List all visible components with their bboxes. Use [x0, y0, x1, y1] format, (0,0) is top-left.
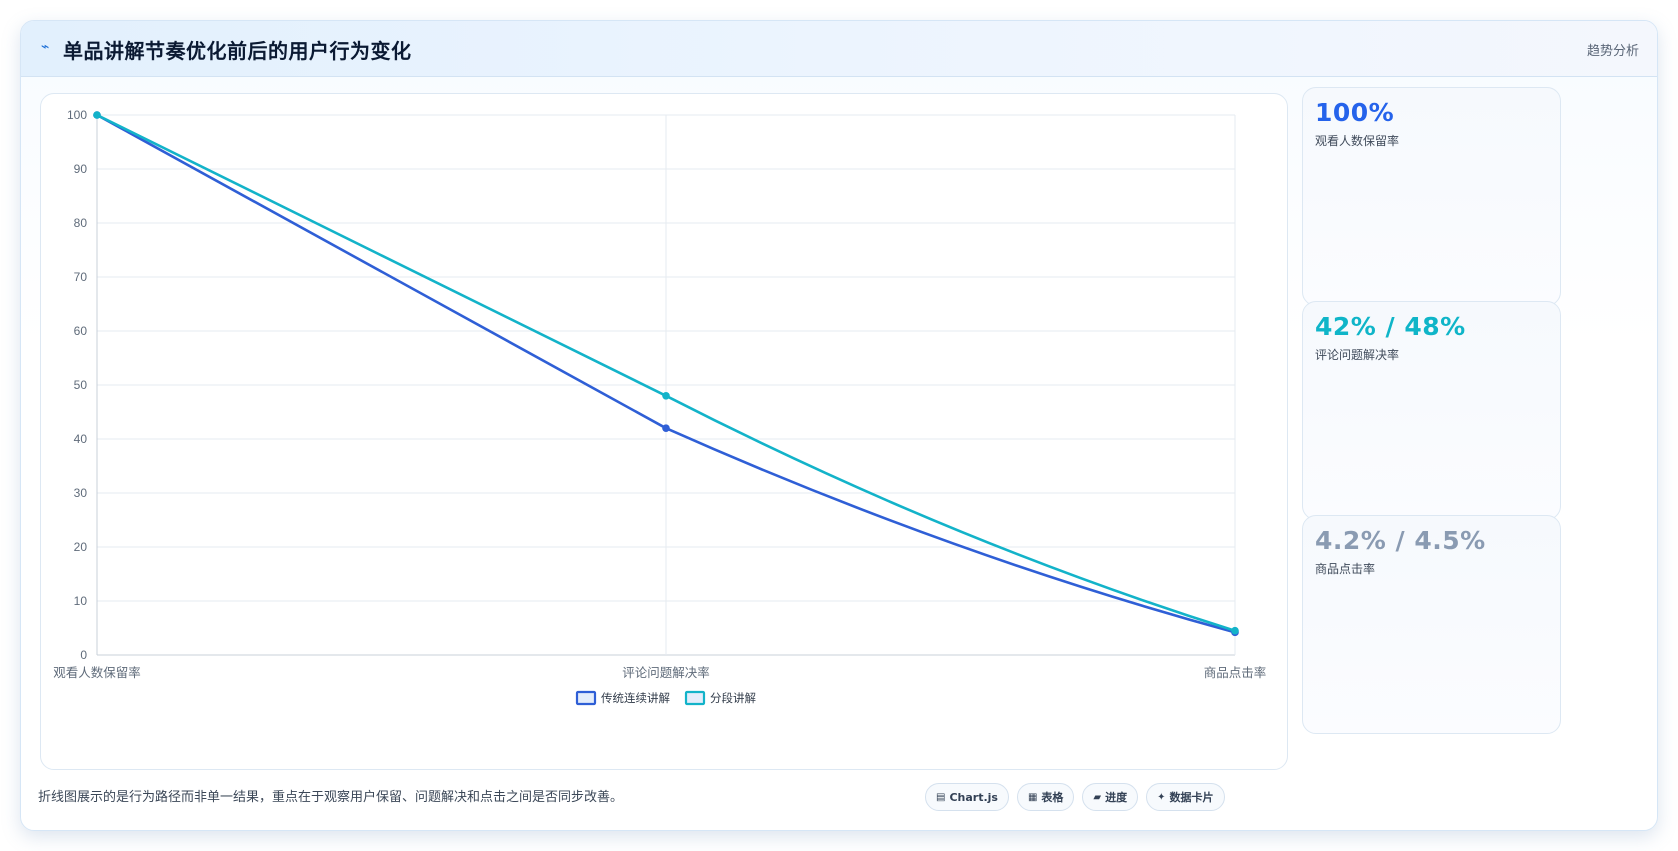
legend-label: 分段讲解 [710, 691, 756, 705]
pill-label: 进度 [1105, 791, 1128, 804]
y-tick-label: 20 [74, 540, 88, 554]
y-tick-label: 50 [74, 378, 88, 392]
pill-data-card[interactable]: ✦ 数据卡片 [1146, 783, 1225, 811]
trend-analysis-tag: 趋势分析 [1586, 44, 1639, 59]
legend-label: 传统连续讲解 [601, 691, 670, 705]
panel-header: ⌁ 单品讲解节奏优化前后的用户行为变化 趋势分析 [21, 21, 1657, 77]
x-tick-label: 评论问题解决率 [622, 665, 710, 680]
stat-value-click-rate: 4.2% / 4.5% [1315, 526, 1486, 555]
tag-pills: ▤ Chart.js ▦ 表格 ▰ 进度 ✦ 数据卡片 [925, 783, 1225, 811]
data-point [662, 424, 670, 433]
chart-panel: ⌁ 单品讲解节奏优化前后的用户行为变化 趋势分析 0 10 20 30 40 50 60 70… [20, 20, 1658, 831]
chart-icon: ▤ [936, 791, 946, 803]
pill-label: 表格 [1041, 791, 1064, 804]
y-tick-label: 60 [74, 324, 88, 338]
data-point [662, 392, 670, 400]
line-chart: 0 10 20 30 40 50 60 70 80 90 100 观看人数保留率 评论问题解决率 商品点击… [53, 108, 1267, 706]
pill-chartjs[interactable]: ▤ Chart.js [925, 783, 1009, 811]
y-tick-label: 80 [74, 216, 88, 230]
x-tick-label: 观看人数保留率 [53, 665, 141, 680]
data-point [93, 111, 101, 119]
y-tick-label: 40 [74, 432, 88, 446]
pill-table[interactable]: ▦ 表格 [1016, 783, 1075, 811]
legend-swatch [684, 690, 706, 706]
panel-title: 单品讲解节奏优化前后的用户行为变化 [63, 39, 412, 63]
pulse-icon: ⌁ [41, 39, 50, 55]
y-tick-label: 10 [74, 594, 88, 608]
y-tick-label: 70 [74, 270, 88, 284]
table-icon: ▦ [1027, 791, 1038, 803]
pill-label: Chart.js [949, 790, 998, 804]
y-tick-label: 100 [67, 108, 87, 122]
stat-label-click-rate: 商品点击率 [1315, 562, 1376, 576]
stat-label-retention: 观看人数保留率 [1315, 134, 1400, 148]
y-tick-label: 30 [74, 486, 88, 500]
stat-value-retention: 100% [1315, 98, 1395, 127]
progress-icon: ▰ [1093, 791, 1102, 803]
pill-progress[interactable]: ▰ 进度 [1082, 783, 1139, 811]
stat-label-resolution: 评论问题解决率 [1315, 348, 1400, 362]
chart-card: 0 10 20 30 40 50 60 70 80 90 100 观看人数保留率 评论问题解决率 商品点击… [40, 93, 1288, 770]
card-icon: ✦ [1157, 791, 1166, 803]
stat-card-resolution: 42% / 48% 评论问题解决率 [1302, 301, 1561, 520]
legend-swatch [575, 690, 597, 706]
y-tick-label: 90 [74, 162, 88, 176]
stat-card-retention: 100% 观看人数保留率 [1302, 87, 1561, 306]
data-point [1231, 626, 1239, 635]
y-tick-label: 0 [80, 648, 87, 662]
stat-card-click-rate: 4.2% / 4.5% 商品点击率 [1302, 515, 1561, 734]
chart-footnote: 折线图展示的是行为路径而非单一结果，重点在于观察用户保留、问题解决和点击之间是否… [38, 790, 624, 805]
stat-value-resolution: 42% / 48% [1315, 312, 1466, 341]
pill-label: 数据卡片 [1169, 791, 1214, 804]
x-tick-label: 商品点击率 [1204, 665, 1267, 680]
